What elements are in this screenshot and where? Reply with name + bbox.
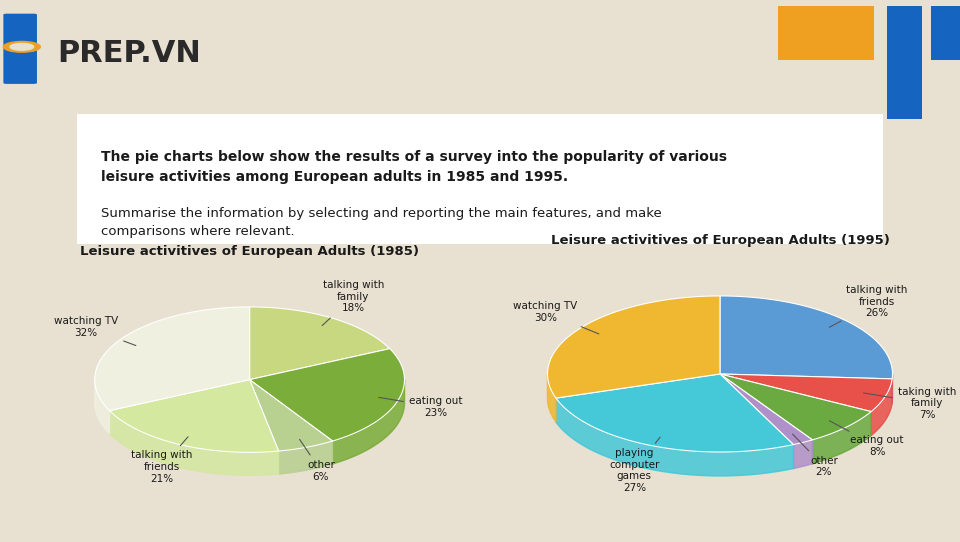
Title: Leisure activitives of European Adults (1995): Leisure activitives of European Adults (… — [551, 234, 889, 247]
Polygon shape — [556, 398, 794, 476]
Polygon shape — [250, 379, 332, 451]
Text: taking with
family
7%: taking with family 7% — [864, 387, 956, 420]
Text: talking with
family
18%: talking with family 18% — [323, 280, 384, 326]
Text: The pie charts below show the results of a survey into the popularity of various: The pie charts below show the results of… — [101, 150, 727, 184]
Text: watching TV
32%: watching TV 32% — [54, 316, 136, 346]
Polygon shape — [812, 411, 871, 464]
Text: other
2%: other 2% — [793, 434, 838, 477]
Text: Summarise the information by selecting and reporting the main features, and make: Summarise the information by selecting a… — [101, 208, 661, 238]
FancyBboxPatch shape — [60, 111, 900, 247]
Polygon shape — [109, 379, 278, 453]
Text: playing
computer
games
27%: playing computer games 27% — [610, 437, 660, 493]
Polygon shape — [720, 374, 892, 411]
Polygon shape — [556, 398, 794, 476]
Circle shape — [10, 43, 34, 50]
Polygon shape — [871, 379, 892, 435]
Polygon shape — [109, 411, 278, 475]
Polygon shape — [109, 411, 278, 475]
Text: eating out
23%: eating out 23% — [379, 396, 463, 418]
Polygon shape — [332, 380, 404, 464]
Polygon shape — [547, 375, 556, 422]
FancyBboxPatch shape — [3, 14, 36, 84]
Circle shape — [3, 42, 40, 52]
Text: watching TV
30%: watching TV 30% — [514, 301, 599, 334]
Polygon shape — [812, 411, 871, 464]
Bar — [778, 6, 874, 60]
Bar — [931, 6, 960, 60]
Polygon shape — [332, 380, 404, 464]
Polygon shape — [95, 307, 250, 411]
Text: other
6%: other 6% — [300, 440, 335, 482]
Polygon shape — [794, 440, 812, 468]
Polygon shape — [794, 440, 812, 468]
Text: eating out
8%: eating out 8% — [829, 421, 904, 457]
Text: talking with
friends
26%: talking with friends 26% — [829, 285, 908, 327]
Polygon shape — [547, 375, 556, 422]
Bar — [887, 6, 922, 119]
Polygon shape — [250, 307, 390, 379]
Title: Leisure activitives of European Adults (1985): Leisure activitives of European Adults (… — [80, 244, 420, 257]
Polygon shape — [720, 374, 812, 444]
Polygon shape — [871, 379, 892, 435]
Polygon shape — [95, 381, 109, 434]
Polygon shape — [720, 296, 893, 379]
Text: talking with
friends
21%: talking with friends 21% — [131, 437, 192, 483]
Text: PREP.VN: PREP.VN — [58, 39, 201, 68]
Polygon shape — [250, 349, 404, 441]
Polygon shape — [278, 441, 332, 474]
Polygon shape — [95, 381, 109, 434]
Polygon shape — [556, 374, 794, 452]
Polygon shape — [547, 296, 720, 398]
Polygon shape — [720, 374, 871, 440]
Polygon shape — [278, 441, 332, 474]
